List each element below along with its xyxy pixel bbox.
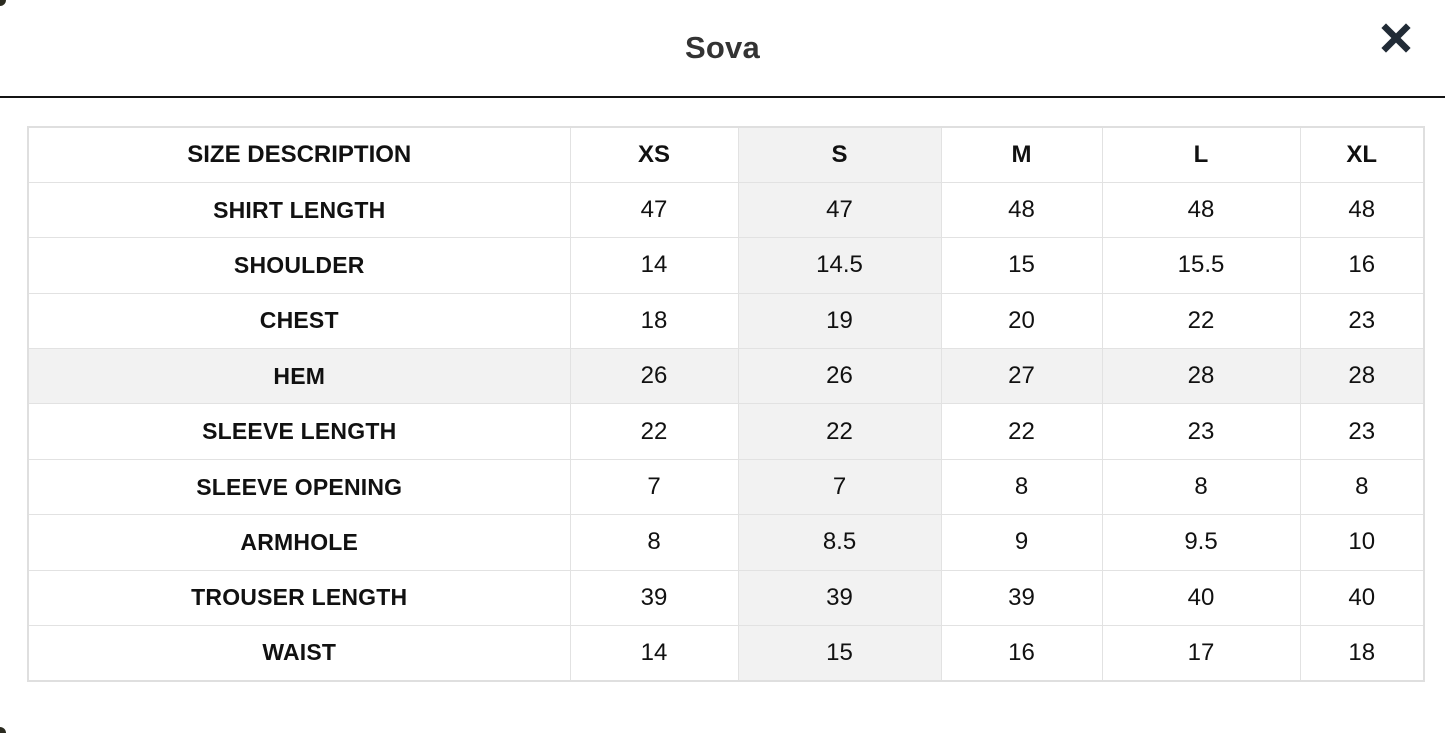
size-value-cell: 9.5 xyxy=(1101,514,1301,571)
size-value-cell: 39 xyxy=(569,569,739,627)
close-button[interactable] xyxy=(1376,18,1416,58)
row-label: CHEST xyxy=(27,292,571,350)
size-value-cell: 19 xyxy=(737,292,942,350)
column-header-xl: XL xyxy=(1299,126,1425,183)
table-row-sleeve-opening: SLEEVE OPENING 7 7 8 8 8 xyxy=(27,458,1425,516)
table-row-armhole: ARMHOLE 8 8.5 9 9.5 10 xyxy=(27,514,1425,571)
size-value-cell: 8.5 xyxy=(737,514,942,571)
size-value-cell: 48 xyxy=(940,181,1103,239)
row-label: TROUSER LENGTH xyxy=(27,569,571,627)
size-value-cell: 14 xyxy=(569,625,739,682)
size-value-cell: 14.5 xyxy=(737,237,942,294)
size-value-cell: 26 xyxy=(569,348,739,405)
row-label: SLEEVE LENGTH xyxy=(27,403,571,460)
column-header-m: M xyxy=(940,126,1103,183)
size-value-cell: 39 xyxy=(737,569,942,627)
size-value-cell: 27 xyxy=(940,348,1103,405)
size-value-cell: 47 xyxy=(737,181,942,239)
size-value-cell: 22 xyxy=(737,403,942,460)
size-value-cell: 20 xyxy=(940,292,1103,350)
size-value-cell: 26 xyxy=(737,348,942,405)
close-icon xyxy=(1379,21,1413,55)
size-value-cell: 15 xyxy=(737,625,942,682)
row-label: HEM xyxy=(27,348,571,405)
size-chart-container: SIZE DESCRIPTION XS S M L XL SHIRT LENGT… xyxy=(27,126,1445,682)
size-value-cell: 10 xyxy=(1299,514,1425,571)
size-value-cell: 28 xyxy=(1101,348,1301,405)
size-value-cell: 8 xyxy=(569,514,739,571)
size-value-cell: 28 xyxy=(1299,348,1425,405)
size-value-cell: 23 xyxy=(1299,403,1425,460)
modal-header: Sova xyxy=(0,0,1445,98)
column-header-s: S xyxy=(737,126,942,183)
size-chart-table: SIZE DESCRIPTION XS S M L XL SHIRT LENGT… xyxy=(27,126,1425,682)
size-value-cell: 7 xyxy=(737,458,942,516)
row-label: SHIRT LENGTH xyxy=(27,181,571,239)
table-row-chest: CHEST 18 19 20 22 23 xyxy=(27,292,1425,350)
size-value-cell: 16 xyxy=(940,625,1103,682)
size-value-cell: 16 xyxy=(1299,237,1425,294)
size-value-cell: 8 xyxy=(1299,458,1425,516)
page-corner-artifact-bottom xyxy=(0,727,6,733)
size-value-cell: 22 xyxy=(940,403,1103,460)
page-corner-artifact-top xyxy=(0,0,6,6)
row-label: WAIST xyxy=(27,625,571,682)
size-value-cell: 39 xyxy=(940,569,1103,627)
table-row-trouser-length: TROUSER LENGTH 39 39 39 40 40 xyxy=(27,569,1425,627)
header-row: SIZE DESCRIPTION XS S M L XL xyxy=(27,126,1425,183)
table-row-hem: HEM 26 26 27 28 28 xyxy=(27,348,1425,405)
table-row-shoulder: SHOULDER 14 14.5 15 15.5 16 xyxy=(27,237,1425,294)
size-value-cell: 15 xyxy=(940,237,1103,294)
row-label: ARMHOLE xyxy=(27,514,571,571)
size-value-cell: 18 xyxy=(569,292,739,350)
size-value-cell: 47 xyxy=(569,181,739,239)
size-value-cell: 9 xyxy=(940,514,1103,571)
size-value-cell: 23 xyxy=(1101,403,1301,460)
size-value-cell: 8 xyxy=(1101,458,1301,516)
size-value-cell: 15.5 xyxy=(1101,237,1301,294)
size-value-cell: 22 xyxy=(1101,292,1301,350)
size-value-cell: 40 xyxy=(1299,569,1425,627)
column-header-xs: XS xyxy=(569,126,739,183)
size-value-cell: 48 xyxy=(1101,181,1301,239)
table-row-sleeve-length: SLEEVE LENGTH 22 22 22 23 23 xyxy=(27,403,1425,460)
size-value-cell: 48 xyxy=(1299,181,1425,239)
size-value-cell: 14 xyxy=(569,237,739,294)
modal-title: Sova xyxy=(685,30,760,65)
size-value-cell: 8 xyxy=(940,458,1103,516)
size-value-cell: 18 xyxy=(1299,625,1425,682)
size-value-cell: 7 xyxy=(569,458,739,516)
column-header-size-description: SIZE DESCRIPTION xyxy=(27,126,571,183)
row-label: SLEEVE OPENING xyxy=(27,458,571,516)
size-value-cell: 23 xyxy=(1299,292,1425,350)
size-value-cell: 22 xyxy=(569,403,739,460)
row-label: SHOULDER xyxy=(27,237,571,294)
table-row-waist: WAIST 14 15 16 17 18 xyxy=(27,625,1425,682)
size-value-cell: 17 xyxy=(1101,625,1301,682)
column-header-l: L xyxy=(1101,126,1301,183)
table-row-shirt-length: SHIRT LENGTH 47 47 48 48 48 xyxy=(27,181,1425,239)
size-value-cell: 40 xyxy=(1101,569,1301,627)
